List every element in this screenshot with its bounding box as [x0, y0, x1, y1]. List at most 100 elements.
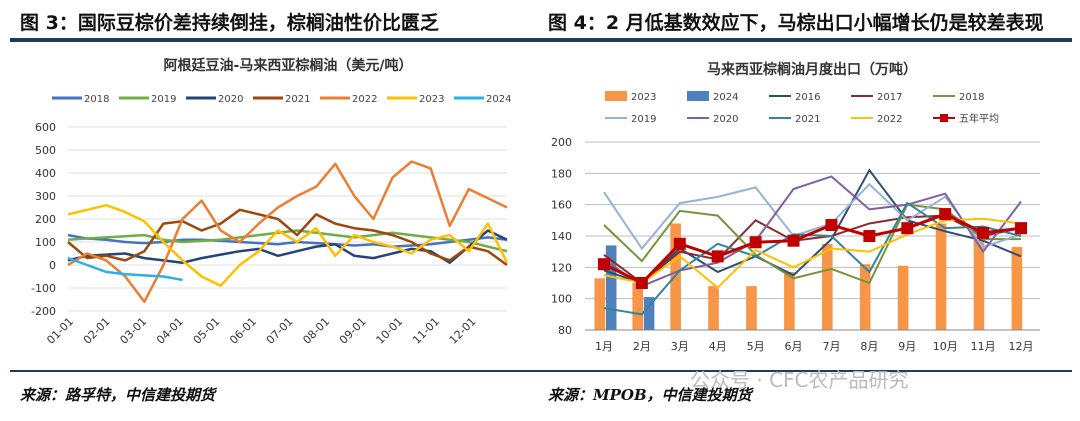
- legend-label-五年平均: 五年平均: [959, 112, 999, 125]
- legend-label-2024: 2024: [713, 92, 738, 103]
- series-line-2019: [67, 229, 508, 253]
- header-divider: [10, 38, 1072, 42]
- series-line-2021: [603, 201, 1022, 316]
- x-tick-label: 1月: [595, 340, 613, 353]
- bar-2023: [821, 243, 833, 330]
- y-tick-label: 140: [551, 230, 572, 243]
- legend-label-2024: 2024: [486, 94, 511, 105]
- x-tick-label: 03-01: [117, 315, 149, 347]
- series-line-2017: [603, 214, 1022, 285]
- x-tick-label: 11-01: [410, 315, 442, 347]
- x-tick-label: 02-01: [81, 315, 113, 347]
- series-line-五年平均: [603, 212, 1022, 285]
- y-tick-label: 0: [49, 259, 56, 272]
- y-tick-label: 500: [35, 144, 56, 157]
- data-marker: [977, 226, 990, 239]
- series-line-2019: [603, 182, 1022, 251]
- data-marker: [901, 222, 914, 235]
- x-tick-label: 8月: [860, 340, 878, 353]
- data-marker: [1015, 222, 1028, 235]
- x-tick-label: 06-01: [227, 315, 259, 347]
- y-tick-label: -100: [31, 282, 56, 295]
- data-marker: [939, 208, 952, 221]
- legend-label-2023: 2023: [419, 94, 444, 105]
- x-tick-label: 04-01: [154, 315, 186, 347]
- x-tick-label: 4月: [709, 340, 727, 353]
- x-tick-label: 12月: [1009, 340, 1034, 353]
- y-tick-label: 160: [551, 199, 572, 212]
- data-marker: [711, 250, 724, 263]
- x-tick-label: 01-01: [44, 315, 76, 347]
- series-line-2022: [67, 160, 508, 304]
- legend-marker: [940, 114, 948, 122]
- y-tick-label: 100: [551, 293, 572, 306]
- fig4-source: 来源：MPOB，中信建投期货: [548, 386, 752, 404]
- series-line-2024: [67, 256, 183, 282]
- bar-2023: [935, 223, 947, 330]
- data-marker: [673, 237, 686, 250]
- bar-2023: [594, 278, 606, 330]
- bar-2023: [746, 286, 757, 330]
- legend-label-2020: 2020: [218, 94, 243, 105]
- legend-swatch-2024: [687, 91, 709, 101]
- y-tick-label: 80: [558, 324, 572, 337]
- y-tick-label: 100: [35, 236, 56, 249]
- legend-label-2022: 2022: [877, 114, 902, 125]
- y-tick-label: -200: [31, 305, 56, 318]
- legend-label-2020: 2020: [713, 114, 738, 125]
- x-tick-label: 07-01: [264, 315, 296, 347]
- y-tick-label: 200: [551, 136, 572, 149]
- x-tick-label: 10月: [933, 340, 958, 353]
- y-tick-label: 300: [35, 190, 56, 203]
- data-marker: [635, 277, 648, 289]
- footer-divider: [10, 370, 1072, 372]
- y-tick-label: 600: [35, 121, 56, 134]
- bar-2024: [605, 245, 617, 330]
- legend-label-2022: 2022: [352, 94, 377, 105]
- x-tick-label: 11月: [971, 340, 996, 353]
- legend-label-2016: 2016: [795, 92, 820, 103]
- x-tick-label: 7月: [822, 340, 840, 353]
- x-tick-label: 3月: [671, 340, 689, 353]
- chart-title: 阿根廷豆油-马来西亚棕榈油（美元/吨）: [164, 57, 413, 74]
- x-tick-label: 10-01: [374, 315, 406, 347]
- bar-2023: [859, 264, 871, 330]
- bar-2023: [632, 283, 644, 330]
- bar-2023: [708, 286, 719, 330]
- series-line-2023: [67, 203, 509, 287]
- bar-2023: [1011, 246, 1023, 330]
- bar-2023: [784, 272, 795, 330]
- watermark: 公众号 · CFC农产品研究: [690, 368, 909, 392]
- series-line-2020: [603, 175, 1022, 288]
- legend-label-2018: 2018: [84, 94, 109, 105]
- x-tick-label: 9月: [898, 340, 916, 353]
- data-marker: [787, 234, 800, 247]
- data-marker: [863, 230, 876, 242]
- series-line-2018: [67, 233, 508, 248]
- series-line-2020: [67, 229, 508, 264]
- x-tick-label: 5月: [747, 340, 765, 353]
- x-tick-label: 12-01: [447, 315, 479, 347]
- x-tick-label: 05-01: [191, 315, 223, 347]
- x-tick-label: 09-01: [337, 315, 369, 347]
- bar-2023: [897, 265, 909, 330]
- legend-label-2021: 2021: [285, 94, 310, 105]
- legend-label-2019: 2019: [631, 114, 656, 125]
- y-tick-label: 400: [35, 167, 56, 180]
- y-tick-label: 200: [35, 213, 56, 226]
- legend-label-2018: 2018: [959, 92, 984, 103]
- fig3-title: 图 3：国际豆棕价差持续倒挂，棕榈油性价比匮乏: [20, 12, 439, 34]
- fig3-source: 来源：路孚特，中信建投期货: [20, 386, 216, 404]
- series-line-2022: [603, 217, 1022, 290]
- legend-label-2019: 2019: [151, 94, 176, 105]
- data-marker: [597, 258, 610, 271]
- x-tick-label: 6月: [785, 340, 803, 353]
- chart-title: 马来西亚棕榈油月度出口（万吨）: [707, 61, 917, 78]
- legend-label-2021: 2021: [795, 114, 820, 125]
- legend-label-2017: 2017: [877, 92, 902, 103]
- bar-2023: [973, 236, 985, 330]
- series-line-2018: [603, 203, 1022, 285]
- y-tick-label: 180: [551, 167, 572, 180]
- series-line-2021: [67, 208, 508, 267]
